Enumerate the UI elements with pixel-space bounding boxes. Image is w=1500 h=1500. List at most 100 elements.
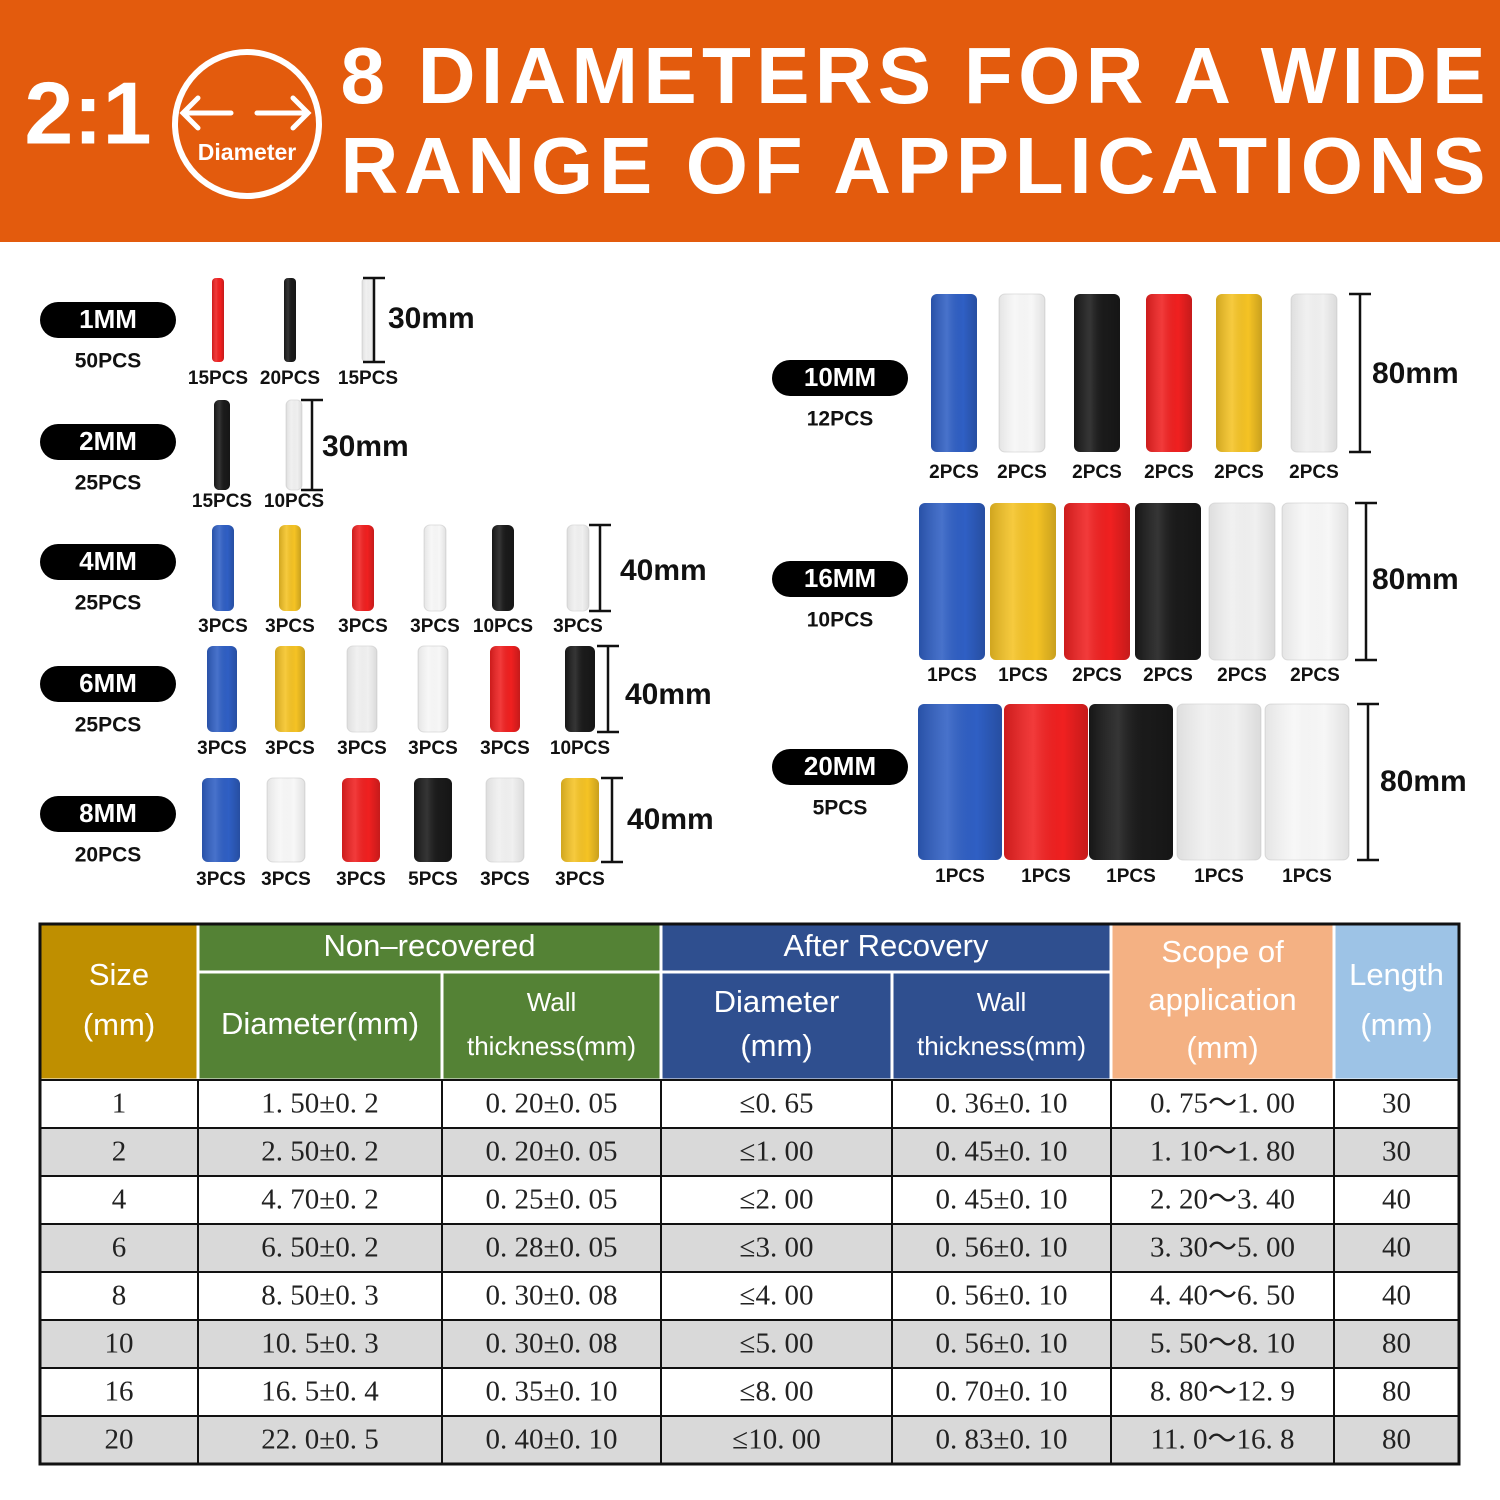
tube-count: 3PCS <box>336 869 386 890</box>
length-label: 40mm <box>625 678 712 711</box>
table-cell: 20 <box>105 1424 134 1456</box>
table-cell: 0. 20±0. 05 <box>486 1088 618 1120</box>
table-cell: 0. 40±0. 10 <box>486 1424 618 1456</box>
tube-count: 2PCS <box>1289 462 1339 483</box>
icon-label: Diameter <box>198 139 296 165</box>
tube-shade <box>1291 294 1337 452</box>
tube-count: 2PCS <box>1144 462 1194 483</box>
size-pill <box>772 561 908 597</box>
table-cell: 40 <box>1382 1280 1411 1312</box>
table-cell: 0. 36±0. 10 <box>936 1088 1068 1120</box>
tube-count: 3PCS <box>338 616 388 637</box>
table-cell: 4. 70±0. 2 <box>261 1184 378 1216</box>
size-pill <box>40 302 176 338</box>
tube-count: 1PCS <box>998 665 1048 686</box>
table-row <box>40 1416 1459 1464</box>
table-cell: 10. 5±0. 3 <box>261 1328 378 1360</box>
length-label: 40mm <box>627 803 714 836</box>
header-text: Scope of <box>1161 934 1284 969</box>
table-cell: 30 <box>1382 1088 1411 1120</box>
table-row <box>40 1368 1459 1416</box>
size-label: 4MM <box>79 546 137 576</box>
table-row <box>40 1224 1459 1272</box>
tube-shade <box>207 646 237 732</box>
length-bracket <box>597 644 619 734</box>
tube-shade <box>1265 704 1349 860</box>
table-cell: 2. 20～3. 40 <box>1150 1184 1295 1216</box>
tube-count: 1PCS <box>1106 866 1156 887</box>
tube-count: 15PCS <box>188 368 248 389</box>
tube-count: 10PCS <box>550 738 610 759</box>
table-cell: 30 <box>1382 1136 1411 1168</box>
tube-shade <box>1074 294 1120 452</box>
header-cell <box>1109 922 1336 1082</box>
header-text: Non–recovered <box>324 928 536 963</box>
header-cell <box>890 970 1113 1082</box>
tube-count: 3PCS <box>196 869 246 890</box>
table-cell: 40 <box>1382 1184 1411 1216</box>
icon-circle <box>172 49 322 199</box>
tube-shade <box>286 400 302 490</box>
tube-shade <box>1004 704 1088 860</box>
tube-count: 3PCS <box>198 616 248 637</box>
table-cell: 10 <box>105 1328 134 1360</box>
tube-shade <box>565 646 595 732</box>
tube-shade <box>275 646 305 732</box>
header-text: Length <box>1349 957 1444 992</box>
tube-shade <box>1209 503 1275 660</box>
table-cell: 80 <box>1382 1376 1411 1408</box>
header-text: (mm) <box>1360 1007 1432 1042</box>
tube-shade <box>492 525 514 611</box>
total-count: 25PCS <box>75 714 142 737</box>
tube-count: 15PCS <box>338 368 398 389</box>
tube-shade <box>352 525 374 611</box>
table-border <box>38 922 1461 1466</box>
header-text: Wall <box>977 987 1027 1017</box>
size-pill <box>40 424 176 460</box>
table-cell: 0. 28±0. 05 <box>486 1232 618 1264</box>
table-cell: 0. 45±0. 10 <box>936 1184 1068 1216</box>
length-bracket <box>601 776 623 864</box>
table-cell: 8. 50±0. 3 <box>261 1280 378 1312</box>
spec-table: Size (mm) Non–recovered After Recovery Scope… <box>38 922 1461 1466</box>
table-cell: 5. 50～8. 10 <box>1150 1328 1295 1360</box>
total-count: 5PCS <box>813 797 868 820</box>
header-text: (mm) <box>740 1028 812 1063</box>
table-cell: 1. 50±0. 2 <box>261 1088 378 1120</box>
table-cell: 6. 50±0. 2 <box>261 1232 378 1264</box>
tube-shade <box>424 525 446 611</box>
table-cell: 80 <box>1382 1424 1411 1456</box>
tube-count: 2PCS <box>1072 462 1122 483</box>
table-cell: 40 <box>1382 1232 1411 1264</box>
tube-shade <box>990 503 1056 660</box>
tube-shade <box>486 778 524 862</box>
tube-shade <box>1064 503 1130 660</box>
title-line: 8 DIAMETERS FOR A WIDE <box>341 31 1486 120</box>
table-row <box>40 1320 1459 1368</box>
tube-shade <box>567 525 589 611</box>
table-cell: ≤10. 00 <box>732 1424 820 1456</box>
size-label: 6MM <box>79 668 137 698</box>
length-bracket <box>1349 292 1371 454</box>
table-row <box>40 1080 1459 1128</box>
size-label: 8MM <box>79 798 137 828</box>
tube-count: 3PCS <box>410 616 460 637</box>
table-cell: 0. 70±0. 10 <box>936 1376 1068 1408</box>
tube-count: 2PCS <box>1143 665 1193 686</box>
tube-count: 2PCS <box>997 462 1047 483</box>
table-cell: ≤8. 00 <box>740 1376 814 1408</box>
tube-group: 1MM 50PCS 15PCS 20PCS 15PCS 30mm <box>40 276 475 389</box>
length-label: 40mm <box>620 554 707 587</box>
tube-count: 3PCS <box>265 738 315 759</box>
length-label: 80mm <box>1380 765 1467 798</box>
table-cell: ≤0. 65 <box>740 1088 814 1120</box>
tube-group: 16MM 10PCS 1PCS 1PCS 2PCS 2PCS 2PCS 2PCS 80mm <box>772 501 1459 686</box>
length-bracket <box>1355 501 1377 662</box>
tube-shade <box>919 503 985 660</box>
tube-shade <box>1089 704 1173 860</box>
table-cell: 4 <box>112 1184 127 1216</box>
table-cell: 2 <box>112 1136 127 1168</box>
table-row <box>40 1176 1459 1224</box>
tube-shade <box>212 525 234 611</box>
size-label: 2MM <box>79 426 137 456</box>
